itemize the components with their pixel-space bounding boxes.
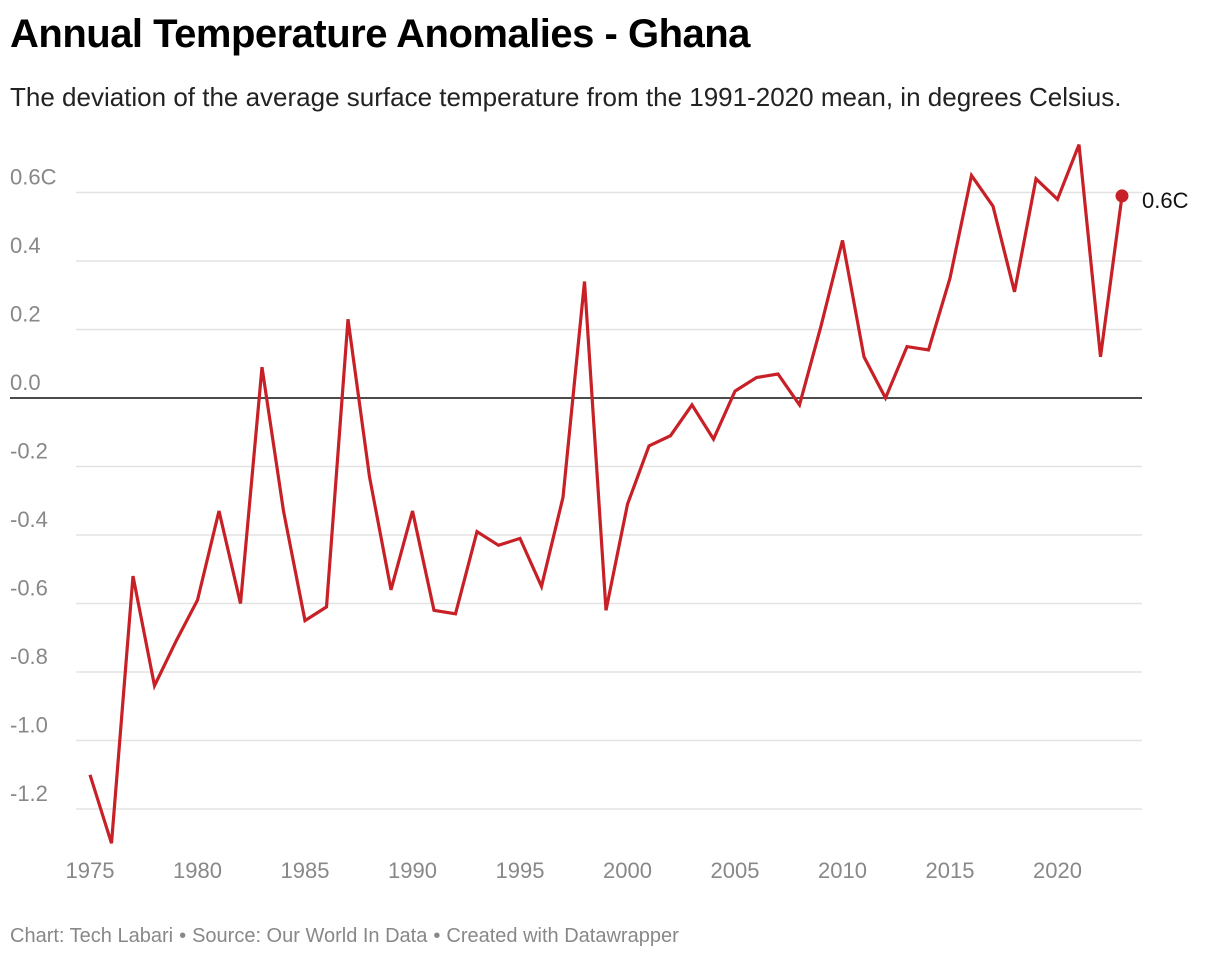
x-tick-label: 2000 (603, 858, 652, 883)
x-tick-label: 1985 (281, 858, 330, 883)
y-tick-label: 0.0 (10, 370, 41, 395)
y-tick-label: -0.6 (10, 576, 48, 601)
chart-subtitle: The deviation of the average surface tem… (10, 82, 1122, 112)
x-axis-ticks: 1975 1980 1985 1990 1995 2000 2005 2010 2015 2020 (66, 858, 1082, 883)
y-tick-label: 0.2 (10, 302, 41, 327)
end-label-group: 0.6C (1115, 188, 1189, 213)
x-tick-label: 1980 (173, 858, 222, 883)
x-tick-label: 1990 (388, 858, 437, 883)
gridlines (10, 191, 1142, 810)
footer-credit: Chart: Tech Labari (10, 925, 174, 947)
y-axis-ticks: 0.6C 0.4 0.2 0.0 -0.2 -0.4 -0.6 -0.8 -1.0 -1.2 (10, 165, 57, 807)
footer-separator: • (433, 925, 441, 947)
end-value-label: 0.6C (1142, 188, 1189, 213)
footer-source: Source: Our World In Data (192, 925, 428, 947)
y-tick-label: 0.6C (10, 165, 57, 190)
x-tick-label: 2020 (1033, 858, 1082, 883)
series-line-ghana (88, 144, 1124, 844)
footer-tool: Created with Datawrapper (446, 925, 679, 947)
y-tick-label: -1.2 (10, 781, 48, 806)
x-tick-label: 1975 (66, 858, 115, 883)
end-point-marker (1115, 189, 1129, 203)
x-tick-label: 2005 (711, 858, 760, 883)
series-group (88, 144, 1124, 844)
footer-separator: • (179, 925, 187, 947)
y-tick-label: -0.8 (10, 644, 48, 669)
y-tick-label: -1.0 (10, 713, 48, 738)
x-tick-label: 2010 (818, 858, 867, 883)
chart-title: Annual Temperature Anomalies - Ghana (10, 12, 750, 56)
y-tick-label: -0.2 (10, 439, 48, 464)
y-tick-label: 0.4 (10, 233, 41, 258)
x-tick-label: 2015 (926, 858, 975, 883)
chart-footer: Chart: Tech Labari • Source: Our World In … (10, 925, 679, 948)
x-tick-label: 1995 (496, 858, 545, 883)
y-tick-label: -0.4 (10, 507, 48, 532)
